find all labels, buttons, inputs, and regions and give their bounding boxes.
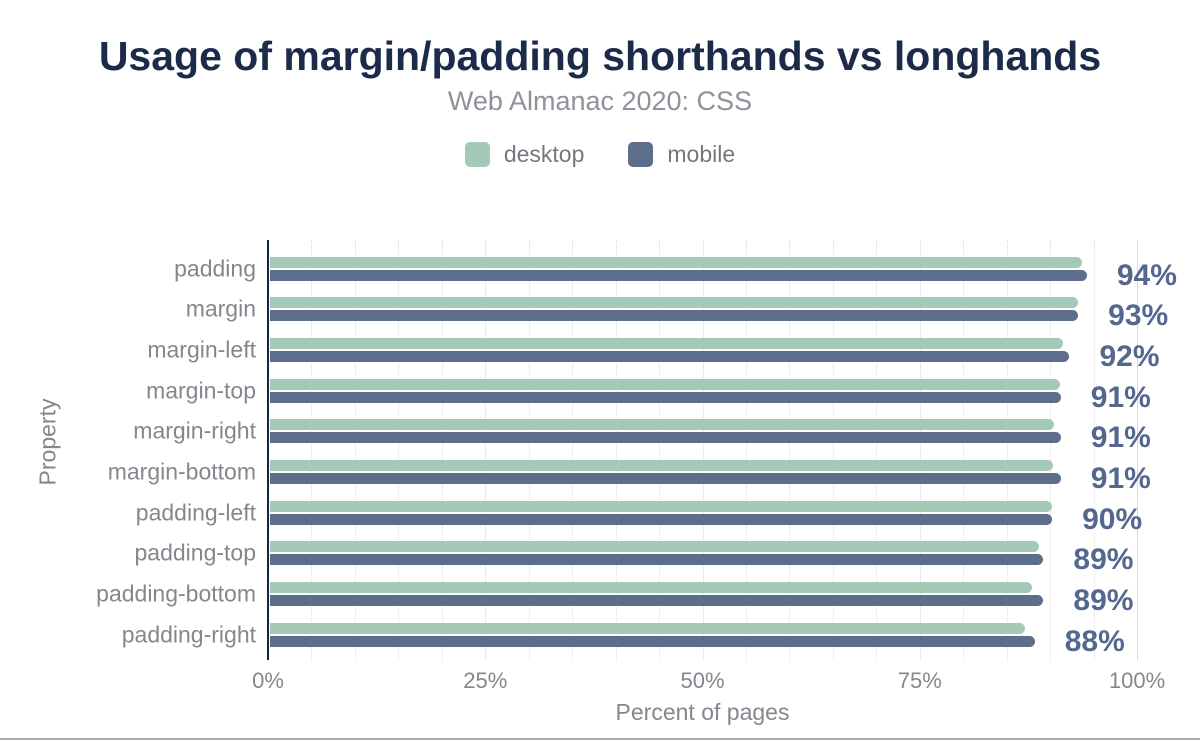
category-label-padding-top: padding-top	[134, 539, 257, 566]
desktop-swatch-icon	[464, 142, 490, 167]
data-label-margin-top: 91%	[1090, 380, 1151, 414]
legend-label-desktop: desktop	[503, 141, 585, 167]
gridline-70	[876, 240, 878, 660]
chart-row-padding-top: padding-top 89%	[0, 533, 1200, 577]
category-label-padding-left: padding-left	[135, 499, 256, 526]
bar-mobile-padding-left[interactable]	[270, 513, 1052, 525]
legend: desktop mobile	[0, 141, 1200, 168]
bar-mobile-padding-bottom[interactable]	[270, 595, 1043, 607]
data-label-margin: 93%	[1108, 299, 1169, 333]
bar-mobile-margin-right[interactable]	[270, 432, 1061, 444]
bar-desktop-padding-bottom[interactable]	[270, 582, 1032, 594]
gridline-60	[789, 240, 791, 660]
category-label-margin-bottom: margin-bottom	[107, 458, 256, 485]
category-label-margin-right: margin-right	[133, 417, 256, 444]
gridline-85	[1006, 240, 1008, 660]
data-label-margin-left: 92%	[1099, 339, 1160, 373]
category-label-padding-bottom: padding-bottom	[96, 580, 256, 607]
chart-row-margin-left: margin-left 92%	[0, 329, 1200, 373]
legend-item-mobile[interactable]: mobile	[628, 141, 735, 168]
gridline-50	[702, 240, 704, 660]
chart-row-margin-right: margin-right 91%	[0, 411, 1200, 455]
chart-row-margin-bottom: margin-bottom 91%	[0, 452, 1200, 496]
chart-row-margin: margin 93%	[0, 289, 1200, 333]
category-label-padding-right: padding-right	[121, 621, 256, 648]
gridline-45	[659, 240, 661, 660]
gridline-25	[485, 240, 487, 660]
data-label-padding-right: 88%	[1064, 624, 1125, 658]
data-label-margin-bottom: 91%	[1090, 462, 1151, 495]
gridline-80	[963, 240, 965, 660]
x-tick-75: 75%	[897, 668, 942, 693]
chart-row-padding-right: padding-right 88%	[0, 614, 1200, 658]
bar-desktop-margin-top[interactable]	[270, 378, 1060, 390]
gridline-15	[398, 240, 400, 660]
bar-mobile-padding[interactable]	[270, 269, 1087, 281]
chart-subtitle: Web Almanac 2020: CSS	[447, 86, 753, 116]
category-label-margin-left: margin-left	[147, 336, 256, 363]
gridline-95	[1093, 240, 1095, 660]
gridline-90	[1050, 240, 1052, 660]
x-tick-50: 50%	[680, 668, 725, 693]
category-label-padding: padding	[174, 255, 256, 281]
gridline-35	[572, 240, 574, 660]
bar-desktop-margin[interactable]	[270, 297, 1078, 309]
gridline-55	[745, 240, 747, 660]
gridline-30	[528, 240, 530, 660]
chart-row-padding-bottom: padding-bottom 89%	[0, 574, 1200, 618]
bar-desktop-padding-left[interactable]	[270, 500, 1052, 512]
bar-desktop-margin-bottom[interactable]	[270, 460, 1053, 471]
bar-desktop-margin-left[interactable]	[270, 337, 1063, 349]
legend-label-mobile: mobile	[667, 141, 736, 167]
mobile-swatch-icon	[628, 142, 654, 167]
data-label-padding: 94%	[1116, 258, 1177, 292]
bar-desktop-margin-right[interactable]	[270, 419, 1054, 431]
data-label-padding-top: 89%	[1073, 543, 1134, 577]
gridline-75	[919, 240, 921, 660]
chart-row-padding: padding 94%	[0, 248, 1200, 292]
figure-bottom-border	[0, 738, 1200, 740]
gridline-65	[832, 240, 834, 660]
gridline-100	[1137, 240, 1138, 660]
bar-desktop-padding[interactable]	[270, 256, 1082, 268]
data-label-margin-right: 91%	[1090, 421, 1151, 455]
category-label-margin: margin	[185, 295, 256, 322]
bar-mobile-margin-top[interactable]	[270, 391, 1061, 403]
x-axis-title: Percent of pages	[615, 699, 790, 725]
bar-desktop-padding-top[interactable]	[270, 541, 1039, 553]
x-tick-0: 0%	[252, 668, 284, 693]
gridline-40	[615, 240, 617, 660]
chart-title: Usage of margin/padding shorthands vs lo…	[98, 33, 1102, 79]
bar-desktop-padding-right[interactable]	[270, 622, 1025, 634]
chart-row-margin-top: margin-top 91%	[0, 370, 1200, 414]
x-tick-25: 25%	[463, 668, 508, 693]
bar-mobile-padding-top[interactable]	[270, 554, 1043, 566]
bar-mobile-margin-bottom[interactable]	[270, 473, 1061, 484]
category-label-margin-top: margin-top	[146, 377, 256, 404]
legend-item-desktop[interactable]: desktop	[464, 141, 585, 168]
gridline-5	[311, 240, 313, 660]
gridline-20	[441, 240, 443, 660]
chart-row-padding-left: padding-left 90%	[0, 492, 1200, 536]
y-axis-title: Property	[34, 398, 61, 486]
bar-mobile-padding-right[interactable]	[270, 635, 1035, 647]
y-axis-line	[267, 240, 269, 660]
bar-rows: padding 94% margin 93% margin-left 92% margin-…	[0, 248, 1200, 658]
data-label-padding-left: 90%	[1082, 502, 1143, 536]
bar-mobile-margin[interactable]	[270, 310, 1078, 322]
x-tick-100: 100%	[1108, 668, 1166, 693]
bar-mobile-margin-left[interactable]	[270, 350, 1069, 362]
data-label-padding-bottom: 89%	[1073, 584, 1134, 618]
gridline-10	[354, 240, 356, 660]
